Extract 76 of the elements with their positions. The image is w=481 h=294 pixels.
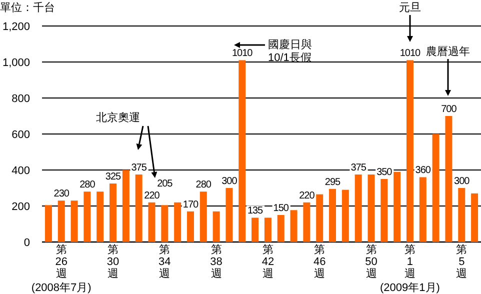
bar bbox=[277, 215, 284, 242]
x-tick-label: 第1週 bbox=[404, 244, 416, 280]
data-label: 220 bbox=[299, 190, 316, 202]
bar bbox=[84, 192, 91, 242]
bar bbox=[44, 205, 52, 242]
x-tick-label: 第34週 bbox=[158, 244, 171, 280]
bar bbox=[432, 134, 440, 242]
x-tick-label: 第50週 bbox=[365, 244, 378, 280]
bar bbox=[316, 194, 324, 242]
y-tick-label: 0 bbox=[24, 237, 30, 249]
bar bbox=[110, 184, 117, 242]
bar bbox=[368, 174, 375, 242]
bar bbox=[264, 218, 272, 242]
data-label: 375 bbox=[350, 162, 367, 174]
data-label: 350 bbox=[376, 167, 393, 178]
annotation: 北京奧運 bbox=[96, 111, 140, 124]
y-tick-label: 1,000 bbox=[2, 57, 30, 69]
bar bbox=[96, 192, 104, 242]
bar bbox=[122, 170, 130, 242]
data-label: 280 bbox=[196, 180, 212, 191]
data-label: 150 bbox=[273, 203, 290, 214]
y-axis-title: 單位：千台 bbox=[0, 1, 55, 14]
bar bbox=[212, 211, 220, 242]
data-label: 300 bbox=[222, 176, 238, 187]
bar bbox=[471, 193, 478, 242]
y-tick-label: 200 bbox=[12, 201, 30, 213]
data-label: 1010 bbox=[400, 48, 422, 60]
data-label: 170 bbox=[182, 199, 200, 210]
data-label: 205 bbox=[157, 178, 174, 190]
bar bbox=[342, 190, 349, 242]
bar bbox=[174, 202, 182, 242]
data-label: 220 bbox=[144, 190, 160, 202]
bar bbox=[445, 116, 452, 242]
bar bbox=[70, 200, 78, 242]
y-tick-label: 800 bbox=[12, 93, 30, 105]
bar bbox=[354, 174, 362, 242]
bar bbox=[200, 192, 207, 242]
y-tick-label: 600 bbox=[12, 129, 30, 141]
bar bbox=[394, 172, 401, 242]
bar bbox=[303, 202, 310, 242]
bar bbox=[458, 188, 466, 242]
data-label: 375 bbox=[131, 162, 148, 174]
bar bbox=[226, 188, 233, 242]
bar bbox=[290, 210, 298, 242]
data-label: 1010 bbox=[232, 48, 254, 60]
bar bbox=[161, 205, 168, 242]
data-label: 360 bbox=[415, 165, 432, 176]
bar bbox=[419, 177, 426, 242]
y-tick-label: 400 bbox=[12, 165, 30, 177]
x-tick-label: 第5週 bbox=[456, 244, 468, 280]
bar bbox=[238, 60, 246, 242]
annotation: 農曆過年 bbox=[426, 45, 470, 58]
data-label: 280 bbox=[80, 180, 96, 191]
data-label: 230 bbox=[54, 188, 70, 200]
text: (2009年1月) bbox=[380, 282, 440, 294]
bar bbox=[148, 202, 156, 242]
text: (2008年7月) bbox=[31, 282, 92, 294]
bar bbox=[406, 60, 414, 242]
bar bbox=[58, 200, 65, 242]
bar bbox=[186, 211, 194, 242]
bar bbox=[252, 218, 259, 242]
data-label: 135 bbox=[247, 206, 264, 217]
x-tick-label: 第26週 bbox=[55, 244, 68, 280]
y-tick-label: 1,200 bbox=[2, 21, 30, 33]
bar bbox=[329, 188, 336, 242]
x-tick-label: 第46週 bbox=[313, 244, 326, 280]
data-label: 325 bbox=[105, 172, 122, 182]
x-tick-label: 第38週 bbox=[210, 244, 222, 280]
text: 元旦 bbox=[399, 2, 421, 14]
x-tick-label: 第42週 bbox=[262, 244, 274, 280]
data-label: 295 bbox=[324, 176, 342, 188]
data-label: 700 bbox=[441, 104, 458, 115]
bar bbox=[135, 174, 142, 242]
x-tick-label: 第30週 bbox=[106, 244, 120, 280]
data-label: 300 bbox=[454, 176, 470, 187]
bar bbox=[380, 179, 388, 242]
